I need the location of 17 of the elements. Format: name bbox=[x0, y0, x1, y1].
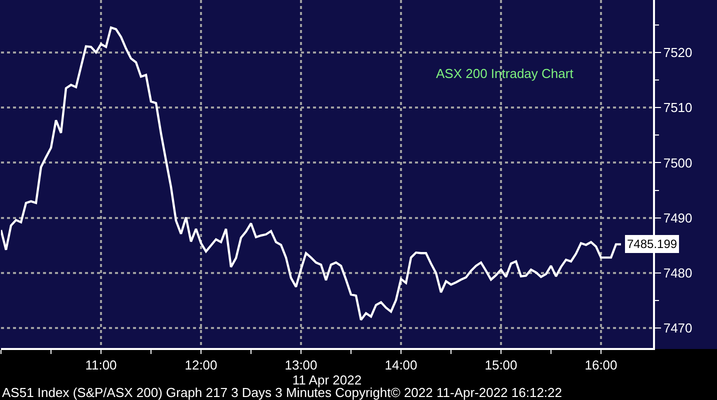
line-series bbox=[1, 26, 622, 321]
annotation: ASX 200 Intraday Chart bbox=[436, 66, 574, 81]
x-tick-label: 16:00 bbox=[584, 357, 618, 372]
y-tick-label: 7490 bbox=[663, 210, 692, 226]
y-tick-label: 7470 bbox=[663, 320, 692, 336]
text: AS51 Index (S&P/ASX 200) Graph 217 3 Days 3 Minutes Copyright© 2022 11-Apr-2022 16:12:22 bbox=[2, 385, 562, 400]
y-tick-label: 7480 bbox=[663, 266, 692, 281]
y-tick-label: 7500 bbox=[663, 155, 692, 170]
data-label: 7485.199 bbox=[627, 237, 678, 251]
x-tick-label: 15:00 bbox=[484, 357, 518, 372]
x-tick-label: 12:00 bbox=[184, 357, 218, 372]
y-tick-label: 7510 bbox=[663, 100, 692, 116]
x-tick-label: 11:00 bbox=[85, 357, 117, 372]
y-tick-label: 7520 bbox=[663, 44, 692, 60]
x-axis-title: 11 Apr 2022 bbox=[292, 372, 362, 388]
x-tick-label: 13:00 bbox=[284, 357, 318, 372]
x-tick-label: 14:00 bbox=[384, 357, 418, 372]
